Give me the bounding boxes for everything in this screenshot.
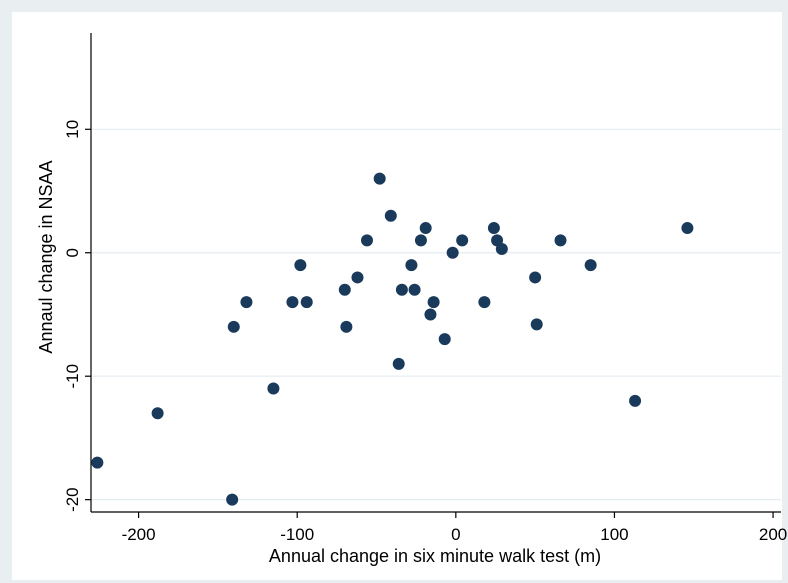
data-point (384, 209, 397, 222)
data-point (681, 222, 694, 235)
data-points (91, 172, 694, 506)
x-axis-title: Annual change in six minute walk test (m… (269, 546, 601, 566)
y-tick-label: 0 (63, 248, 82, 257)
x-tick-label: 200 (759, 525, 787, 544)
data-point (373, 172, 386, 185)
x-tick-label: 0 (451, 525, 460, 544)
y-axis-title: Annaul change in NSAA (36, 160, 56, 353)
data-point (240, 296, 253, 309)
data-point (405, 259, 418, 272)
data-point (351, 271, 364, 284)
data-point (361, 234, 373, 247)
data-point (438, 333, 451, 346)
data-point (91, 456, 104, 469)
gridlines (91, 128, 781, 501)
data-point (286, 296, 299, 309)
x-tick-label: -200 (122, 525, 156, 544)
data-point (446, 246, 459, 259)
data-point (554, 234, 567, 247)
data-point (529, 271, 542, 284)
data-point (419, 222, 432, 235)
x-tick-label: 100 (600, 525, 628, 544)
data-point (530, 318, 543, 331)
data-point (294, 259, 307, 272)
data-point (227, 320, 240, 333)
data-point (424, 308, 437, 321)
data-point (395, 283, 408, 296)
data-point (267, 382, 280, 395)
y-tick-label: -10 (63, 364, 82, 389)
data-point (338, 283, 351, 296)
data-point (456, 234, 469, 247)
data-point (427, 296, 440, 309)
y-tick-label: 10 (63, 120, 82, 139)
x-tick-label: -100 (280, 525, 314, 544)
data-point (151, 407, 164, 420)
data-point (340, 320, 353, 333)
data-point (392, 357, 405, 370)
data-point (478, 296, 491, 309)
data-point (487, 222, 500, 235)
data-point (408, 283, 421, 296)
data-point (629, 394, 642, 407)
data-point (495, 243, 508, 256)
data-point (584, 259, 597, 272)
data-point (226, 493, 239, 506)
data-point (300, 296, 313, 309)
plot-area (12, 12, 782, 580)
y-tick-label: -20 (63, 487, 82, 512)
data-point (414, 234, 427, 247)
